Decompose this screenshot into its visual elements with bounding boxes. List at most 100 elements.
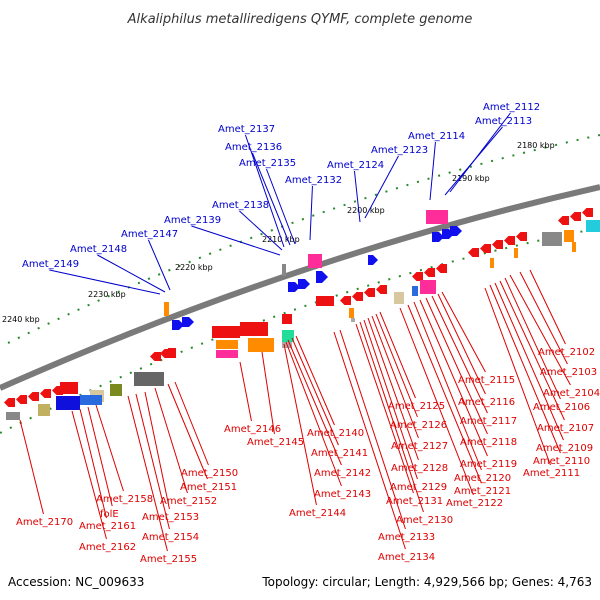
reverse-gene-label[interactable]: Amet_2116 <box>458 397 515 408</box>
reverse-gene-label[interactable]: Amet_2142 <box>314 468 371 479</box>
forward-gene-label[interactable]: Amet_2113 <box>475 116 532 127</box>
gene-arrow <box>432 232 444 242</box>
forward-gene-label[interactable]: Amet_2114 <box>408 131 465 142</box>
reverse-gene-label[interactable]: Amet_2117 <box>460 416 517 427</box>
reverse-gene-label[interactable]: Amet_2107 <box>537 423 594 434</box>
reverse-gene-label[interactable]: folE <box>100 509 119 520</box>
genome-backbone <box>0 184 600 391</box>
reverse-gene-label[interactable]: Amet_2144 <box>289 508 346 519</box>
reverse-gene-label[interactable]: Amet_2158 <box>96 494 153 505</box>
reverse-gene-label[interactable]: Amet_2133 <box>378 532 435 543</box>
reverse-gene-label[interactable]: Amet_2120 <box>454 473 511 484</box>
forward-gene-label[interactable]: Amet_2137 <box>218 124 275 135</box>
forward-gene-label[interactable]: Amet_2135 <box>239 158 296 169</box>
reverse-leader-line <box>489 284 561 454</box>
gene-arrow <box>450 226 462 236</box>
reverse-gene-label[interactable]: Amet_2153 <box>142 512 199 523</box>
reverse-gene-label[interactable]: Amet_2134 <box>378 552 435 563</box>
gene-block <box>6 412 20 420</box>
forward-gene-label[interactable]: Amet_2124 <box>327 160 384 171</box>
gene-arrow <box>28 392 39 401</box>
scale-label: 2230 kbp <box>88 290 126 299</box>
gene-block <box>56 396 80 410</box>
forward-gene-label[interactable]: Amet_2138 <box>212 200 269 211</box>
reverse-gene-label[interactable]: Amet_2140 <box>307 428 364 439</box>
reverse-leader-line <box>441 291 486 373</box>
forward-leader-line <box>244 134 285 248</box>
reverse-gene-label[interactable]: Amet_2145 <box>247 437 304 448</box>
reverse-gene-label[interactable]: Amet_2155 <box>140 554 197 565</box>
reverse-leader-line <box>174 381 209 466</box>
gene-arrow <box>376 285 387 294</box>
reverse-gene-label[interactable]: Amet_2125 <box>388 401 445 412</box>
reverse-gene-label[interactable]: Amet_2115 <box>458 375 515 386</box>
reverse-leader-line <box>425 297 488 435</box>
genome-summary-text: Topology: circular; Length: 4,929,566 bp… <box>261 575 592 589</box>
reverse-leader-line <box>154 387 188 494</box>
reverse-gene-label[interactable]: Amet_2146 <box>224 424 281 435</box>
reverse-gene-label[interactable]: Amet_2141 <box>311 448 368 459</box>
reverse-leader-line <box>95 404 124 492</box>
gene-block <box>412 286 418 296</box>
reverse-gene-label[interactable]: Amet_2129 <box>390 482 447 493</box>
reverse-gene-label[interactable]: Amet_2106 <box>533 402 590 413</box>
gene-arrow <box>468 248 479 257</box>
reverse-gene-label[interactable]: Amet_2128 <box>391 463 448 474</box>
accession-text: Accession: NC_009633 <box>8 575 144 589</box>
reverse-leader-line <box>504 277 561 400</box>
gene-block <box>316 296 334 306</box>
reverse-gene-label[interactable]: Amet_2118 <box>460 437 517 448</box>
reverse-gene-label[interactable]: Amet_2122 <box>446 498 503 509</box>
reverse-gene-label[interactable]: Amet_2162 <box>79 542 136 553</box>
forward-leader-line <box>251 152 291 246</box>
reverse-gene-label[interactable]: Amet_2127 <box>391 441 448 452</box>
reverse-gene-labels: Amet_2102 Amet_2103 Amet_2104 Amet_2106 Amet… <box>16 269 600 565</box>
reverse-gene-label[interactable]: Amet_2126 <box>390 420 447 431</box>
gene-block <box>542 232 562 246</box>
forward-gene-label[interactable]: Amet_2147 <box>121 229 178 240</box>
reverse-leader-line <box>135 393 170 530</box>
reverse-gene-label[interactable]: Amet_2111 <box>523 468 580 479</box>
reverse-gene-label[interactable]: Amet_2110 <box>533 456 590 467</box>
reverse-leader-line <box>399 307 474 496</box>
reverse-gene-label[interactable]: Amet_2151 <box>180 482 237 493</box>
forward-gene-label[interactable]: Amet_2139 <box>164 215 221 226</box>
gene-arrow <box>364 288 375 297</box>
gene-block <box>349 308 354 318</box>
gene-block <box>164 302 169 316</box>
reverse-gene-label[interactable]: Amet_2170 <box>16 517 73 528</box>
reverse-leader-line <box>144 391 170 510</box>
gene-arrow <box>288 282 300 292</box>
reverse-gene-label[interactable]: Amet_2131 <box>386 496 443 507</box>
reverse-gene-label[interactable]: Amet_2154 <box>142 532 199 543</box>
gene-block <box>212 326 240 338</box>
gene-block <box>60 382 78 394</box>
scale-label: 2190 kbp <box>452 174 490 183</box>
reverse-leader-line <box>239 361 252 422</box>
forward-gene-label[interactable]: Amet_2148 <box>70 244 127 255</box>
reverse-gene-label[interactable]: Amet_2143 <box>314 489 371 500</box>
forward-gene-label[interactable]: Amet_2112 <box>483 102 540 113</box>
reverse-leader-line <box>285 341 342 487</box>
forward-gene-label[interactable]: Amet_2149 <box>22 259 79 270</box>
reverse-gene-label[interactable]: Amet_2121 <box>454 486 511 497</box>
reverse-leader-line <box>419 299 488 457</box>
forward-gene-label[interactable]: Amet_2132 <box>285 175 342 186</box>
gene-arrow <box>424 268 435 277</box>
forward-gene-label[interactable]: Amet_2123 <box>371 145 428 156</box>
gene-arrow <box>516 232 527 241</box>
reverse-gene-label[interactable]: Amet_2119 <box>460 459 517 470</box>
forward-leader-line <box>429 141 436 201</box>
gene-arrow <box>182 317 194 327</box>
reverse-gene-label[interactable]: Amet_2102 <box>538 347 595 358</box>
forward-leader-line <box>265 168 296 245</box>
reverse-gene-label[interactable]: Amet_2152 <box>160 496 217 507</box>
reverse-gene-label[interactable]: Amet_2109 <box>536 443 593 454</box>
reverse-gene-label[interactable]: Amet_2130 <box>396 515 453 526</box>
reverse-gene-label[interactable]: Amet_2150 <box>181 468 238 479</box>
reverse-leader-line <box>437 293 486 395</box>
reverse-gene-label[interactable]: Amet_2103 <box>540 367 597 378</box>
reverse-gene-label[interactable]: Amet_2161 <box>79 521 136 532</box>
forward-gene-label[interactable]: Amet_2136 <box>225 142 282 153</box>
reverse-gene-label[interactable]: Amet_2104 <box>543 388 600 399</box>
